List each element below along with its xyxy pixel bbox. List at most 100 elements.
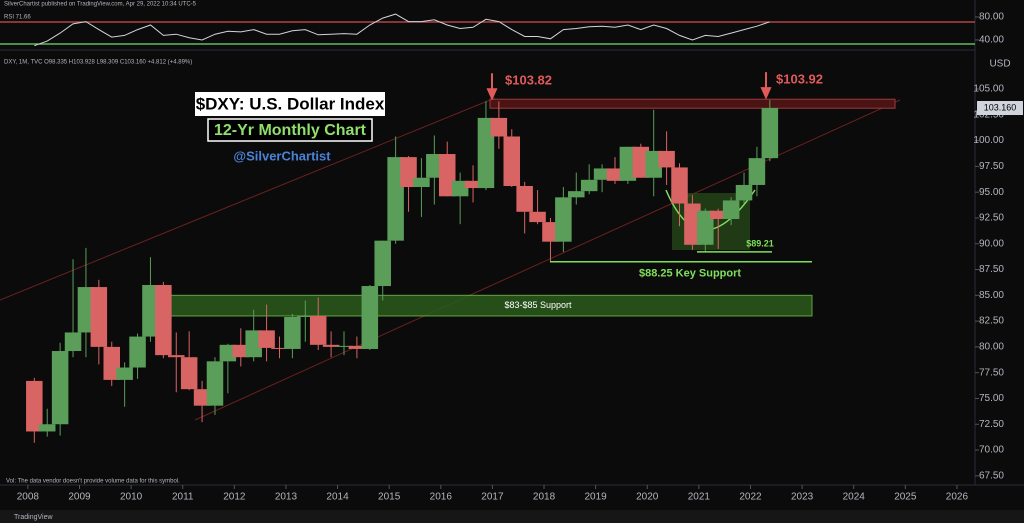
candle-body [245,330,262,358]
peak-arrow [486,73,498,101]
candle-body [322,344,340,347]
rsi-y-tick-label: 40.00 [979,35,1004,46]
candle-body [761,108,779,159]
candle-body [619,146,637,181]
candle-body [26,380,43,432]
candle-body [232,344,250,358]
candle-body [64,332,82,352]
publisher: SilverChartist published on TradingView.… [4,2,197,8]
candle-body [555,197,572,242]
candle-body [516,185,533,212]
candle-body [593,168,611,180]
candle-body [129,336,146,368]
x-tick-label: 2018 [533,492,556,503]
x-tick-label: 2016 [430,492,453,503]
y-tick-label: 105.00 [973,84,1004,95]
last-price-label: 103.160 [984,102,1017,112]
symbol-info: DXY, 1M, TVC O98.335 H103.928 L98.309 C1… [4,60,192,66]
candle-body [697,210,714,245]
candle-body [284,316,301,349]
y-tick-label: 87.50 [979,264,1004,275]
x-tick-label: 2022 [739,492,762,503]
x-tick-label: 2020 [636,492,659,503]
title-box [195,92,385,116]
candle-body [529,211,546,223]
candle-body [684,203,701,245]
x-tick-label: 2010 [120,492,143,503]
y-tick-label: 72.50 [979,419,1004,430]
author: @SilverChartist [233,148,331,163]
candle-body [542,222,559,242]
candle-body [103,346,121,380]
peak-arrow [760,72,772,100]
candle-body [77,287,95,333]
candle-body [142,285,159,337]
volume-note: Vol: The data vendor doesn't provide vol… [6,479,180,485]
candle-body [645,150,662,178]
y-tick-label: 90.00 [979,238,1004,249]
last-price-tag [977,101,1023,116]
x-tick-label: 2021 [688,492,711,503]
candle-body [387,157,404,241]
support-zone [159,294,813,317]
candle-body [193,389,211,406]
y-tick-label: 70.00 [979,445,1004,456]
candle-body [180,357,198,390]
candle-body [426,154,443,178]
candle-body [116,367,133,380]
channel-line [194,99,901,421]
candle-body [335,345,353,347]
y-tick-label: 75.00 [979,393,1004,404]
candle-body [51,351,69,425]
channel-line [0,97,496,301]
x-tick-label: 2024 [843,492,866,503]
peak-label: $103.82 [505,73,552,88]
y-tick-label: 97.50 [979,161,1004,172]
candle-body [503,136,521,186]
y-tick-label: 100.00 [973,135,1004,146]
candle-body [309,315,327,345]
candle-body [451,180,469,197]
y-tick-label: 67.50 [979,470,1004,481]
currency: USD [989,59,1010,70]
plot-area: 67.50 70.00 72.50 75.00 77.50 80.00 82.50 85.00… [4,12,1023,503]
x-tick-label: 2014 [326,492,349,503]
candle-body [580,179,598,192]
x-tick-label: 2017 [481,492,504,503]
candle-body [477,117,495,189]
candle-body [413,177,430,188]
candle-body [271,347,288,349]
y-tick-label: 92.50 [979,213,1004,224]
x-tick-label: 2026 [946,492,969,503]
candle-body [219,344,237,362]
x-tick-label: 2011 [172,492,194,503]
candle-body [90,287,108,347]
x-tick-label: 2019 [585,492,608,503]
y-tick-label: 95.00 [979,187,1004,198]
rsi-line [34,13,770,47]
candle-body [155,285,172,356]
subtitle-box [207,118,373,142]
candle-body [361,286,379,349]
candle-body [400,157,417,188]
support-zone-label: $83-$85 Support [504,300,572,310]
candle-body [671,167,688,204]
candle-body [258,330,275,348]
support-label: $88.25 Key Support [639,268,741,280]
candle-body [297,315,314,317]
candle-body [348,345,366,349]
x-tick-label: 2025 [894,492,917,503]
x-tick-label: 2009 [68,492,91,503]
y-tick-label: 80.00 [979,342,1004,353]
chart-subtitle: 12-Yr Monthly Chart [214,122,367,139]
footer-bar [0,510,1024,523]
candle-body [438,154,456,197]
candle-body [38,424,56,432]
chart-title: $DXY: U.S. Dollar Index [196,94,385,113]
y-tick-label: 82.50 [979,316,1004,327]
x-tick-label: 2012 [223,492,246,503]
candle-body [464,180,482,189]
candle-body [568,191,585,198]
